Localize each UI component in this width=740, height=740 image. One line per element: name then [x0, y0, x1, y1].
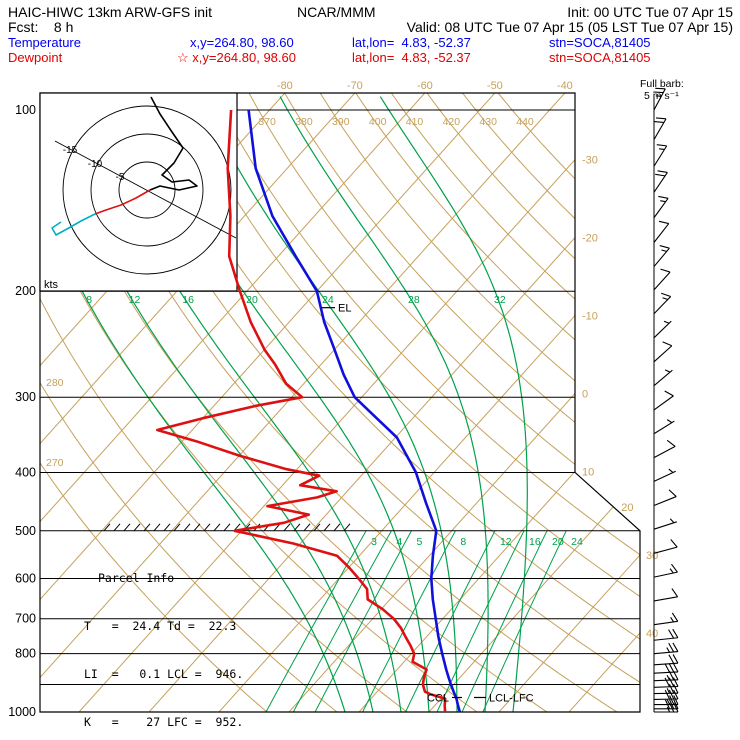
svg-text:-50: -50: [487, 80, 503, 92]
init-time: Init: 00 UTC Tue 07 Apr 15: [567, 4, 733, 20]
hodograph: -15 -10 -5 kts: [39, 92, 238, 292]
svg-text:270: 270: [46, 457, 64, 469]
svg-text:-60: -60: [417, 80, 433, 92]
temperature-latlon: lat,lon= 4.83, -52.37: [352, 35, 471, 50]
svg-text:800: 800: [15, 647, 36, 661]
svg-text:CCL: CCL: [427, 692, 449, 704]
svg-text:370: 370: [258, 116, 276, 128]
svg-text:-10: -10: [88, 159, 103, 170]
svg-text:40: 40: [646, 628, 658, 640]
svg-text:24: 24: [322, 294, 334, 306]
svg-text:5: 5: [417, 536, 423, 548]
svg-text:-40: -40: [557, 80, 573, 92]
svg-text:600: 600: [15, 571, 36, 585]
parcel-info-box: Parcel Info T = 24.4 Td = 22.3 LI = 0.1 …: [84, 538, 243, 740]
svg-text:kts: kts: [44, 279, 59, 291]
temperature-station: stn=SOCA,81405: [549, 35, 651, 50]
svg-text:8: 8: [460, 536, 466, 548]
dewpoint-curve: [156, 109, 447, 712]
svg-text:280: 280: [46, 377, 64, 389]
parcel-line: K = 27 LFC = 952.: [84, 715, 244, 729]
svg-text:0: 0: [582, 389, 588, 401]
level-annotations: EL CCL LCL-LFC: [321, 303, 534, 704]
svg-text:16: 16: [182, 294, 194, 306]
svg-text:20: 20: [552, 536, 564, 548]
pressure-gridlines: [39, 92, 641, 713]
parcel-info-title: Parcel Info: [98, 571, 175, 585]
svg-text:-70: -70: [347, 80, 363, 92]
svg-text:400: 400: [15, 465, 36, 479]
svg-text:300: 300: [15, 390, 36, 404]
svg-text:12: 12: [500, 536, 512, 548]
svg-text:440: 440: [516, 116, 534, 128]
temperature-curve: [247, 109, 462, 712]
svg-text:-30: -30: [582, 155, 598, 167]
svg-text:100: 100: [15, 103, 36, 117]
svg-text:-5: -5: [116, 172, 125, 183]
svg-text:12: 12: [129, 294, 141, 306]
svg-text:10: 10: [582, 466, 594, 478]
parcel-line: T = 24.4 Td = 22.3: [84, 619, 237, 633]
svg-text:24: 24: [571, 536, 583, 548]
svg-text:30: 30: [646, 550, 658, 562]
barb-legend-value: 5 m s⁻¹: [644, 90, 679, 102]
svg-text:380: 380: [295, 116, 313, 128]
svg-text:400: 400: [369, 116, 387, 128]
svg-text:28: 28: [408, 294, 420, 306]
dewpoint-legend-label: Dewpoint: [8, 50, 63, 65]
dewpoint-xy: ☆ x,y=264.80, 98.60: [177, 50, 296, 65]
valid-time: Valid: 08 UTC Tue 07 Apr 15 (05 LST Tue …: [406, 19, 733, 35]
svg-text:700: 700: [15, 612, 36, 626]
svg-text:3: 3: [371, 536, 377, 548]
svg-text:20: 20: [621, 502, 633, 514]
svg-text:-10: -10: [582, 311, 598, 323]
temperature-xy: x,y=264.80, 98.60: [190, 35, 294, 50]
svg-text:-20: -20: [582, 233, 598, 245]
svg-text:430: 430: [479, 116, 497, 128]
dewpoint-station: stn=SOCA,81405: [549, 50, 651, 65]
fcst-hour: Fcst: 8 h: [8, 19, 74, 35]
svg-text:16: 16: [529, 536, 541, 548]
svg-text:420: 420: [443, 116, 461, 128]
svg-text:8: 8: [86, 294, 92, 306]
parcel-line: LI = 0.1 LCL = 946.: [84, 667, 244, 681]
svg-text:500: 500: [15, 524, 36, 538]
svg-text:-80: -80: [277, 80, 293, 92]
profile-curves: [156, 109, 462, 712]
svg-text:32: 32: [494, 294, 506, 306]
svg-text:4: 4: [396, 536, 402, 548]
svg-text:390: 390: [332, 116, 350, 128]
svg-text:EL: EL: [338, 303, 351, 315]
svg-text:410: 410: [406, 116, 424, 128]
wind-barbs: [653, 87, 679, 713]
model-title: HAIC-HIWC 13km ARW-GFS init: [8, 4, 213, 20]
temperature-legend-label: Temperature: [8, 35, 81, 50]
org-label: NCAR/MMM: [297, 4, 376, 20]
dewpoint-latlon: lat,lon= 4.83, -52.37: [352, 50, 471, 65]
svg-text:-15: -15: [63, 145, 78, 156]
svg-text:1000: 1000: [8, 705, 36, 719]
svg-text:20: 20: [246, 294, 258, 306]
barb-legend-label: Full barb:: [640, 78, 684, 90]
svg-text:LCL-LFC: LCL-LFC: [489, 692, 534, 704]
svg-text:200: 200: [15, 284, 36, 298]
